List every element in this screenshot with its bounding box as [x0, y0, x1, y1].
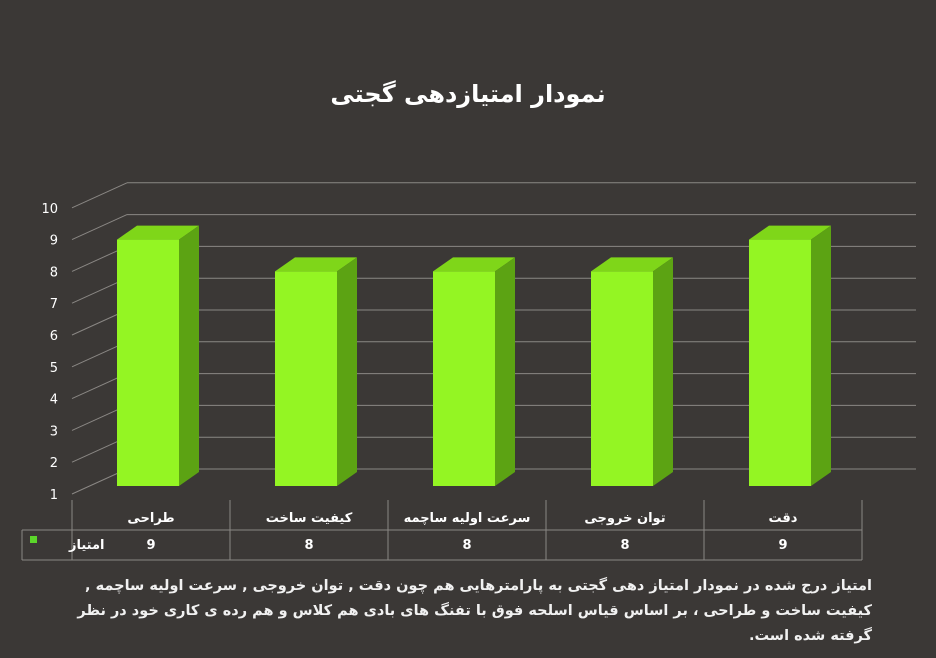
legend-series-label: امتیاز: [68, 538, 104, 553]
y-tick-label-3: 4: [50, 393, 58, 408]
bar-top-4: [117, 225, 199, 240]
bar-front-0: [749, 239, 811, 486]
gridline-side-9: [71, 182, 128, 209]
legend-key: [30, 536, 37, 543]
x-tick-label-2: سرعت اولیه ساچمه: [404, 511, 531, 526]
y-tick-label-9: 10: [41, 202, 58, 217]
bar-top-1: [591, 257, 673, 272]
y-axis: 1 2 3 4 5 6 7 8 9 10: [41, 202, 58, 503]
x-tick-label-1: توان خروجی: [584, 511, 665, 526]
bar-front-4: [117, 239, 179, 486]
x-tick-label-0: دقت: [769, 511, 798, 526]
table-value-3: 8: [304, 538, 313, 553]
bar-1: [591, 257, 673, 486]
y-tick-label-8: 9: [50, 234, 58, 249]
y-tick-label-0: 1: [50, 488, 58, 503]
bar-top-2: [433, 257, 515, 272]
chart: نمودار امتیازدهی گجتی 1 2 3 4 5 6 7 8 9 10 دقت 9 تو…: [21, 80, 916, 561]
bar-3: [275, 257, 357, 486]
bar-front-1: [591, 271, 653, 486]
y-tick-label-1: 2: [50, 456, 58, 471]
y-tick-label-4: 5: [50, 361, 58, 376]
bars: [117, 225, 831, 486]
table-value-4: 9: [146, 538, 155, 553]
bar-front-2: [433, 271, 495, 486]
x-tick-label-3: کیفیت ساخت: [266, 511, 353, 526]
bar-front-3: [275, 271, 337, 486]
bar-side-3: [337, 257, 357, 486]
bar-top-3: [275, 257, 357, 272]
table-value-1: 8: [620, 538, 629, 553]
bar-side-4: [179, 225, 199, 486]
bar-top-0: [749, 225, 831, 240]
y-tick-label-5: 6: [50, 329, 58, 344]
chart-title: نمودار امتیازدهی گجتی: [330, 80, 605, 108]
x-tick-label-4: طراحی: [127, 511, 174, 526]
bar-side-0: [811, 225, 831, 486]
table-value-0: 9: [778, 538, 787, 553]
bar-0: [749, 225, 831, 486]
y-tick-label-7: 8: [50, 265, 58, 280]
y-tick-label-2: 3: [50, 424, 58, 439]
chart-caption: امتیاز درج شده در نمودار امتیاز دهی گجتی…: [77, 578, 872, 644]
table-value-2: 8: [462, 538, 471, 553]
gridline-side-8: [71, 214, 128, 241]
bar-2: [433, 257, 515, 486]
bar-side-2: [495, 257, 515, 486]
data-table: دقت 9 توان خروجی 8 سرعت اولیه ساچمه 8 کیفیت سا…: [21, 500, 863, 561]
bar-side-1: [653, 257, 673, 486]
y-tick-label-6: 7: [50, 297, 58, 312]
bar-4: [117, 225, 199, 486]
